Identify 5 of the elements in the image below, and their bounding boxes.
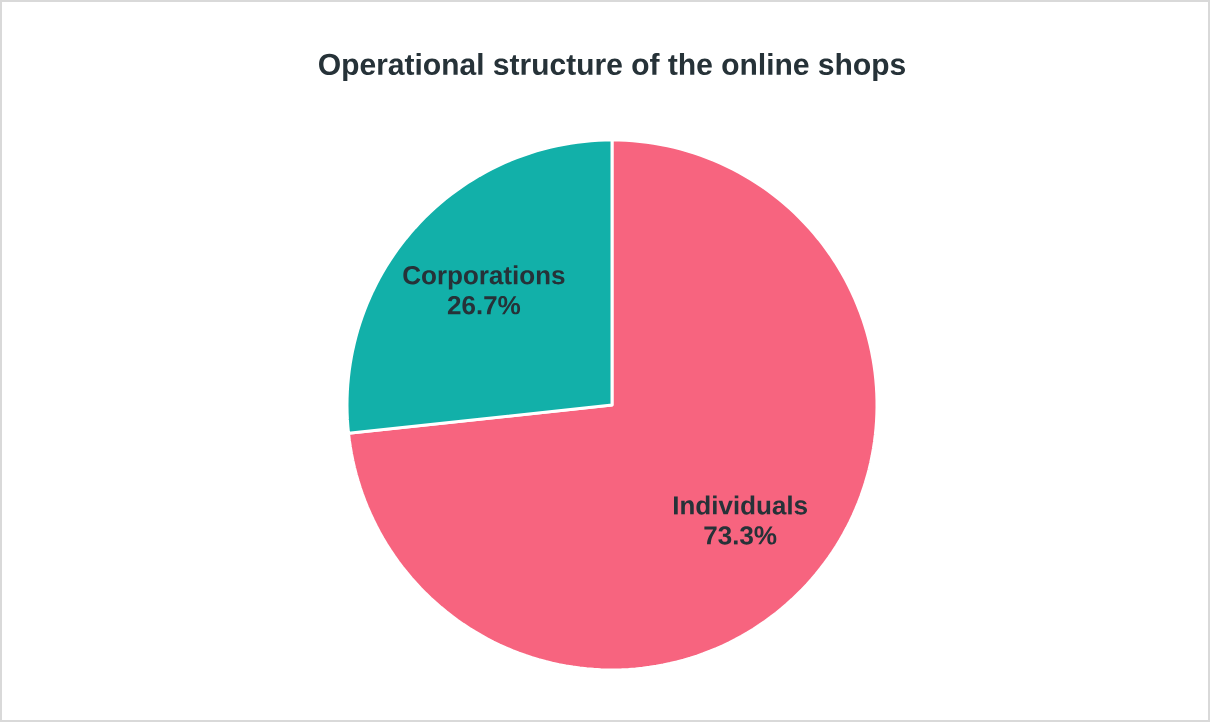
data-label: 26.7% <box>447 296 521 315</box>
chart-title: Operational structure of the online shops <box>319 53 905 81</box>
slice-label: Corporations <box>403 265 565 290</box>
slice-label: Individuals <box>673 495 807 515</box>
data-label: 73.3% <box>704 526 777 545</box>
